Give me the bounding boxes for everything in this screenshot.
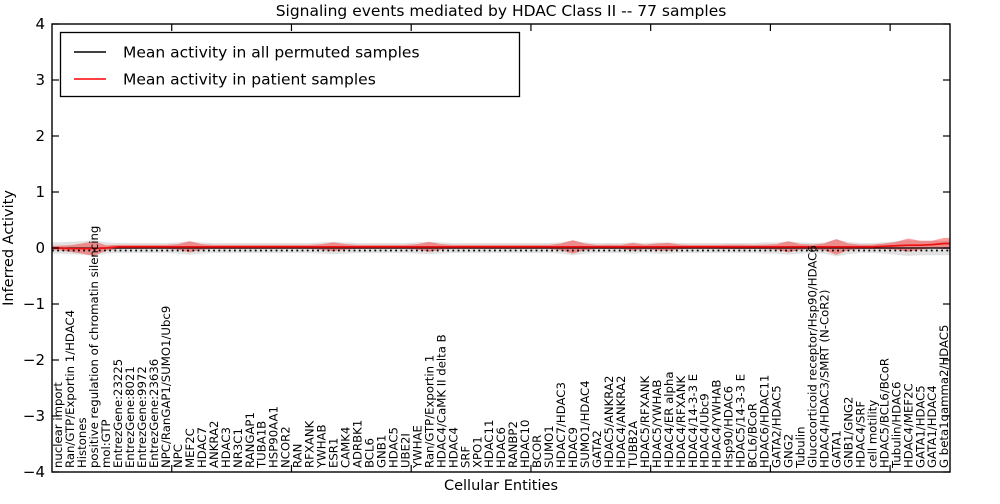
x-entity-label: GATA1 [829,430,843,468]
x-entity-label: nuclear import [51,382,65,468]
x-entity-label: Ran/GTP/Exportin 1/HDAC4 [63,310,77,468]
chart-title: Signaling events mediated by HDAC Class … [276,2,727,20]
x-entity-label: HDAC4/MEF2C [901,383,915,468]
y-axis-label: Inferred Activity [1,190,17,306]
x-entity-label: HDAC4/SRF [853,401,867,468]
legend: Mean activity in all permuted samples Me… [59,31,521,98]
x-entity-label: RAN [291,444,305,468]
x-entity-label: HDAC7/HDAC3 [554,382,568,468]
x-entity-label: Glucocorticoid receptor/Hsp90/HDAC6 [806,245,820,468]
x-entity-label: RANGAP1 [243,412,257,468]
x-entity-label: UBE2I [398,433,412,468]
legend-box [59,31,521,98]
y-tick-label: −3 [23,407,45,425]
x-entity-label: HDAC4/HDAC3/SMRT (N-CoR2) [817,290,831,468]
x-entity-label: XPO1 [470,436,484,468]
x-entity-label: GNB1/GNG2 [841,397,855,468]
y-tick-label: 4 [35,15,45,33]
x-entity-label: TUBA1B [255,421,269,469]
x-entity-label: G beta1gamma2/HDAC5 [937,325,951,468]
x-entity-label: HDAC5/ANKRA2 [602,376,616,468]
y-tick-label: −1 [23,295,45,313]
x-entity-label: HDAC4/ER alpha [662,371,676,468]
x-entity-label: HDAC6/HDAC11 [758,375,772,468]
x-entity-label: RANBP2 [506,421,520,468]
x-entity-label: HDAC4/ANKRA2 [614,376,628,468]
x-entity-label: Hsp90/HDAC6 [722,386,736,468]
x-entity-label: BCOR [530,435,544,468]
x-entity-label: SUMO1/HDAC4 [578,380,592,468]
x-entity-label: HDAC5/14-3-3 E [734,374,748,468]
y-tick-label: 1 [35,183,45,201]
x-entity-label: Tubulin/HDAC6 [889,382,903,469]
x-entity-label: EntrezGene:8021 [123,366,137,468]
x-entity-label: HDAC4/YWHAB [710,380,724,468]
x-entity-label: GATA2/HDAC5 [770,385,784,468]
x-entity-label: NPC/RanGAP1/SUMO1/Ubc9 [159,306,173,468]
x-entity-label: cell motility [865,400,879,468]
patient-mean-line [52,242,950,250]
x-entity-label: NCOR2 [279,426,293,468]
x-entity-label: HDAC4/RFXANK [674,376,688,468]
x-entity-label: HSP90AA1 [267,406,281,468]
x-entity-label: Histones [75,417,89,468]
x-entity-label: YWHAB [315,425,329,470]
x-entity-label: HDAC4/Ubc9 [698,393,712,468]
x-entity-label: YWHAE [410,425,424,469]
x-entity-label: HDAC11 [482,420,496,468]
legend-label-patient: Mean activity in patient samples [123,71,376,89]
x-entity-label: HDAC4 [446,427,460,468]
x-entity-label: BCL6/BCoR [746,403,760,468]
x-entity-label: GNG2 [782,434,796,468]
x-entity-label: ESR1 [327,438,341,468]
x-axis-label: Cellular Entities [444,478,558,494]
x-entity-label: EntrezGene:9972 [135,366,149,468]
x-entity-label: GATA2 [590,430,604,468]
x-entity-label: CAMK4 [339,427,353,468]
x-entity-label: mol:GTP [99,419,113,468]
x-entity-label: NPC [171,444,185,468]
x-entity-label: HDAC7 [195,427,209,468]
axis-ticks: −4 −3 −2 −1 0 1 2 3 4 [23,15,950,481]
x-entity-label: EntrezGene:23636 [147,359,161,468]
x-entity-label: GATA1/HDAC5 [913,385,927,468]
x-entity-label: HDAC5/BCL6/BCoR [877,358,891,468]
x-entity-label: ANKRA2 [207,421,221,468]
x-entity-label: RFXANK [303,420,317,468]
y-tick-label: −2 [23,351,45,369]
x-entity-label: MEF2C [183,428,197,468]
x-entity-label: HDAC9 [566,427,580,468]
x-entity-label: EntrezGene:23225 [111,359,125,468]
x-entity-label: BCL6 [362,438,376,468]
x-entity-label: positive regulation of chromatin silenci… [87,226,101,468]
x-entity-label: ADRBK1 [351,420,365,468]
x-entity-label: HDAC10 [518,420,532,468]
y-tick-label: 2 [35,127,45,145]
x-entity-label: HDAC3 [219,427,233,468]
x-entity-label: SRF [458,445,472,468]
x-entity-label: HDAC5/YWHAB [650,380,664,468]
x-entity-label: Ran/GTP/Exportin 1 [422,355,436,468]
x-entity-label: HDAC5 [386,427,400,468]
x-entity-label: GNB1 [374,435,388,468]
legend-label-permuted: Mean activity in all permuted samples [123,44,420,62]
x-entity-label: GATA1/HDAC4 [925,385,939,468]
x-entity-label: TUBB2A [626,421,640,469]
x-entity-label: SUMO1 [542,425,556,468]
y-tick-label: −4 [23,463,45,481]
x-entity-label: HDAC6 [494,427,508,468]
x-entity-label: Tubulin [794,427,808,470]
y-tick-label: 3 [35,71,45,89]
y-tick-label: 0 [35,239,45,257]
x-entity-label: NR3C1 [231,428,245,468]
x-entity-label: HDAC4/14-3-3 E [686,374,700,468]
x-entity-label: HDAC4/CaMK II delta B [434,334,448,468]
mean-activity-lines [52,242,950,252]
x-entity-label: HDAC5/RFXANK [638,376,652,468]
